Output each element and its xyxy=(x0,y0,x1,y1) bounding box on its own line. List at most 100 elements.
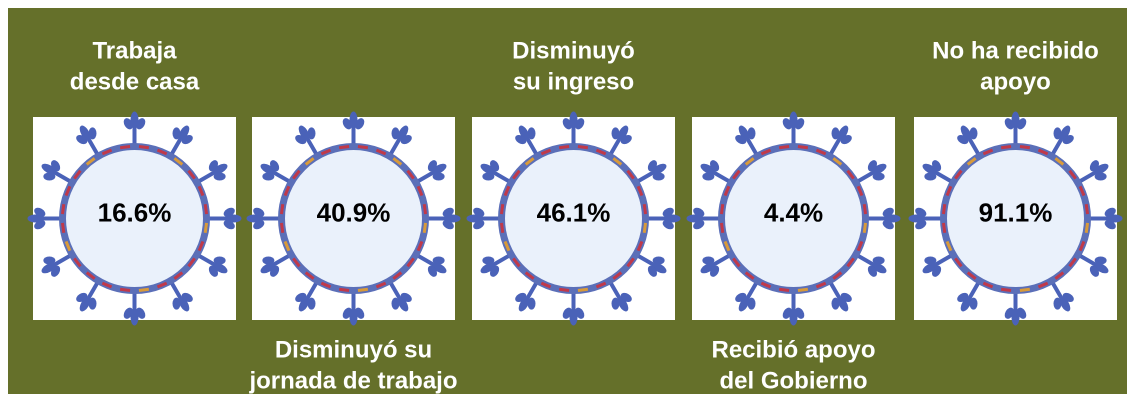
membrane-mark xyxy=(862,203,868,215)
membrane-mark xyxy=(815,281,827,289)
membrane-mark xyxy=(945,185,953,197)
spike-tip xyxy=(342,111,365,130)
spike-tip xyxy=(172,125,193,145)
membrane-mark xyxy=(558,287,570,293)
spike-lobe xyxy=(1062,134,1074,145)
membrane-mark xyxy=(966,271,977,280)
spike-lobe xyxy=(489,265,500,277)
spike-lobe xyxy=(172,127,181,140)
membrane-mark xyxy=(1019,287,1031,293)
percentage: 46.1% xyxy=(537,197,611,227)
membrane-mark xyxy=(173,157,184,166)
membrane-mark xyxy=(503,185,511,197)
membrane-mark xyxy=(760,148,772,156)
membrane-mark xyxy=(732,169,741,180)
spike-lobe xyxy=(575,307,585,319)
spike-lobe xyxy=(41,163,56,175)
membrane-mark xyxy=(1084,222,1090,234)
membrane-mark xyxy=(320,148,332,156)
spike-tip xyxy=(172,292,193,312)
virus-body xyxy=(59,143,210,294)
panel-label: del Gobierno xyxy=(719,367,867,394)
spike-lobe xyxy=(88,297,97,310)
membrane-mark xyxy=(73,169,82,180)
membrane-mark xyxy=(85,157,96,166)
membrane-mark xyxy=(119,287,131,293)
spike-lobe xyxy=(931,265,942,277)
spike-lobe xyxy=(262,256,275,265)
membrane-mark xyxy=(1068,257,1077,268)
membrane-mark xyxy=(1078,185,1086,197)
spike-lobe xyxy=(1059,125,1071,140)
spike-lobe xyxy=(480,163,495,175)
membrane-mark xyxy=(101,148,113,156)
spike-lobe xyxy=(181,134,193,145)
membrane-mark xyxy=(832,271,843,280)
spike-lobe xyxy=(123,118,133,130)
panel-label: su ingreso xyxy=(513,68,634,95)
spike-tip xyxy=(480,160,500,181)
spike-lobe xyxy=(1094,172,1107,181)
spike-tip xyxy=(466,207,485,230)
membrane-mark xyxy=(187,257,196,268)
membrane-mark xyxy=(577,144,589,150)
spike-lobe xyxy=(253,207,265,217)
spike-lobe xyxy=(50,160,61,172)
membrane-mark xyxy=(815,148,827,156)
spike-lobe xyxy=(693,220,705,230)
spike-lobe xyxy=(76,134,88,145)
spike-lobe xyxy=(223,207,235,217)
spike-lobe xyxy=(1089,160,1100,172)
spike-lobe xyxy=(795,118,805,130)
membrane-mark xyxy=(524,157,535,166)
spike-lobe xyxy=(652,172,665,181)
membrane-mark xyxy=(392,157,403,166)
spike-lobe xyxy=(391,297,400,310)
membrane-mark xyxy=(595,281,607,289)
spike-tip xyxy=(208,256,228,277)
membrane-mark xyxy=(156,281,168,289)
spike-tip xyxy=(867,160,887,181)
spike-tip xyxy=(647,256,667,277)
membrane-mark xyxy=(512,257,521,268)
spike-lobe xyxy=(662,207,674,217)
spike-lobe xyxy=(960,125,972,140)
spike-lobe xyxy=(1017,307,1027,319)
membrane-mark xyxy=(862,222,868,234)
spike-lobe xyxy=(482,172,495,181)
spike-lobe xyxy=(652,256,665,265)
spike-lobe xyxy=(693,207,705,217)
membrane-mark xyxy=(797,287,809,293)
membrane-mark xyxy=(338,287,350,293)
spike-lobe xyxy=(620,292,632,303)
spike-lobe xyxy=(1053,297,1062,310)
membrane-mark xyxy=(832,157,843,166)
membrane-mark xyxy=(392,271,403,280)
spike-lobe xyxy=(840,292,852,303)
spike-tip xyxy=(342,307,365,326)
spike-lobe xyxy=(527,297,536,310)
spike-lobe xyxy=(307,127,316,140)
membrane-mark xyxy=(540,148,552,156)
spike-tip xyxy=(1004,111,1027,130)
spike-lobe xyxy=(400,292,412,303)
spike-lobe xyxy=(213,163,228,175)
membrane-mark xyxy=(577,287,589,293)
spike-lobe xyxy=(269,265,280,277)
spike-tip xyxy=(295,125,316,145)
spike-lobe xyxy=(480,262,495,274)
membrane-mark xyxy=(945,240,953,252)
membrane-mark xyxy=(292,169,301,180)
membrane-mark xyxy=(503,240,511,252)
membrane-mark xyxy=(524,271,535,280)
spike-tip xyxy=(735,125,756,145)
membrane-mark xyxy=(954,169,963,180)
spike-tip xyxy=(442,207,461,230)
membrane-mark xyxy=(558,144,570,150)
membrane-mark xyxy=(636,185,644,197)
spike-lobe xyxy=(837,297,849,312)
spike-lobe xyxy=(307,297,316,310)
spike-lobe xyxy=(518,125,530,140)
spike-lobe xyxy=(208,160,219,172)
spike-lobe xyxy=(867,265,878,277)
